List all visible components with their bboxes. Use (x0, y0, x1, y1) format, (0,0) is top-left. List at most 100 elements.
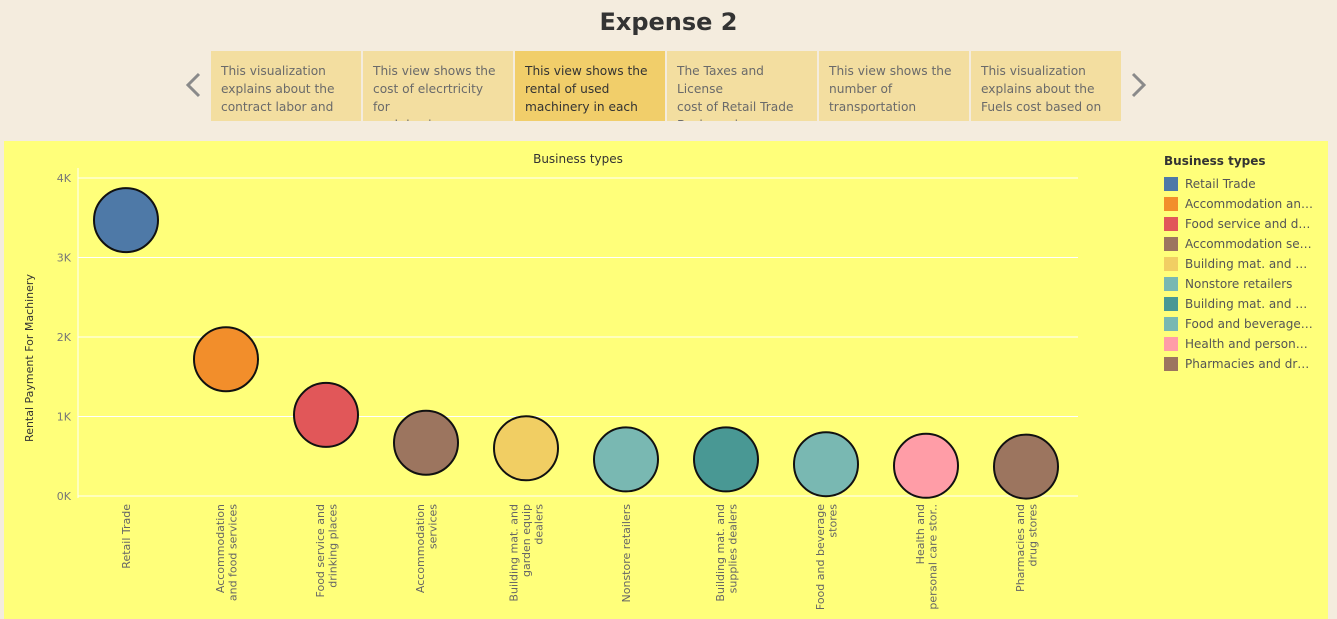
legend-swatch (1164, 297, 1178, 311)
legend-label: Accommodation serv.. (1185, 237, 1313, 251)
story-point-caption-line: This visualization (221, 64, 326, 78)
x-tick-label-line: Building mat. and (508, 504, 521, 602)
legend-swatch (1164, 237, 1178, 251)
story-point-caption-line: This visualization (981, 64, 1086, 78)
y-tick-label: 3K (57, 252, 72, 265)
x-tick-label-line: services (426, 504, 439, 549)
x-tick-label-line: Accommodation (214, 504, 227, 593)
x-tick-label-line: drug stores (1026, 504, 1039, 567)
bubble-mark (793, 431, 859, 498)
x-tick-label: Nonstore retailers (620, 504, 633, 603)
legend-item[interactable]: Accommodation and .. (1164, 194, 1324, 214)
page-title: Expense 2 (599, 8, 738, 36)
x-tick-label-line: Pharmacies and (1014, 504, 1027, 592)
story-point-caption-line: transportation (829, 100, 917, 114)
story-point-5[interactable]: This view shows the number of transportati… (819, 51, 969, 121)
story-point-caption-line: rental of used (525, 82, 610, 96)
story-point-caption-line: number of (829, 82, 893, 96)
bubble-mark (993, 433, 1059, 500)
x-tick-label-line: garden equip (520, 504, 533, 577)
story-point-caption-line: contract labor and (221, 100, 334, 114)
legend-item[interactable]: Retail Trade (1164, 174, 1324, 194)
x-tick-label: Accommodation services (414, 504, 440, 593)
legend-label: Food and beverage s.. (1185, 317, 1313, 331)
chevron-left-icon[interactable] (180, 69, 208, 101)
legend-label: Accommodation and .. (1185, 197, 1313, 211)
story-point-4[interactable]: The Taxes and License cost of Retail Trad… (667, 51, 817, 121)
story-point-2[interactable]: This view shows the cost of elecrtricity … (363, 51, 513, 121)
story-point-3[interactable]: This view shows the rental of used machine… (515, 51, 665, 121)
bubble-mark (193, 326, 259, 393)
story-point-caption-line: This view shows the (373, 64, 496, 78)
legend-label: Food service and dri.. (1185, 217, 1313, 231)
x-tick-label: Building mat. and supplies dealers (714, 504, 740, 602)
y-axis-label: Rental Payment For Machinery (23, 274, 36, 442)
x-tick-label: Retail Trade (120, 504, 133, 569)
legend-item[interactable]: Building mat. and ga.. (1164, 254, 1324, 274)
bubble-mark (393, 409, 459, 476)
story-point-caption-line: machinery in each (525, 100, 638, 114)
x-tick-label: Food and beverage stores (814, 504, 840, 610)
legend-item[interactable]: Building mat. and su.. (1164, 294, 1324, 314)
bubble-mark (93, 187, 159, 254)
legend-swatch (1164, 357, 1178, 371)
x-tick-label: Building mat. and garden equip dealers (508, 504, 546, 602)
x-tick-label: Health and personal care stor.. (914, 504, 940, 610)
legend-label: Nonstore retailers (1185, 277, 1293, 291)
legend-label: Building mat. and ga.. (1185, 257, 1313, 271)
legend-item[interactable]: Pharmacies and drug.. (1164, 354, 1324, 374)
bubble-mark (493, 415, 559, 482)
legend-label: Building mat. and su.. (1185, 297, 1313, 311)
x-tick-label-line: Building mat. and (714, 504, 727, 602)
y-tick-label: 4K (57, 172, 72, 185)
x-tick-label-line: supplies dealers (726, 504, 739, 594)
story-point-caption-line: explains about the (221, 82, 335, 96)
bubble-chart: Business types 0K 1K 2K 3K 4K Rental Payment F… (23, 152, 1078, 610)
chevron-right-icon[interactable] (1124, 69, 1152, 101)
legend-item[interactable]: Accommodation serv.. (1164, 234, 1324, 254)
story-point-1[interactable]: This visualization explains about the cont… (211, 51, 361, 121)
x-tick-label-line: Food and beverage (814, 504, 827, 610)
legend-label: Pharmacies and drug.. (1185, 357, 1313, 371)
chart-dashboard: Business types 0K 1K 2K 3K 4K Rental Payment F… (4, 141, 1328, 619)
story-point-caption-line: each business. (373, 116, 503, 121)
x-tick-label-line: Retail Trade (120, 504, 133, 569)
x-tick-label-line: and food services (226, 504, 239, 601)
y-tick-label: 1K (57, 411, 72, 424)
bubble-mark (893, 432, 959, 499)
legend-swatch (1164, 177, 1178, 191)
legend-label: Retail Trade (1185, 177, 1256, 191)
legend-swatch (1164, 217, 1178, 231)
bubble-mark (693, 426, 759, 493)
legend-item[interactable]: Health and personal .. (1164, 334, 1324, 354)
legend-item[interactable]: Food and beverage s.. (1164, 314, 1324, 334)
legend-swatch (1164, 317, 1178, 331)
x-tick-label: Accommodation and food services (214, 504, 240, 601)
legend-item[interactable]: Food service and dri.. (1164, 214, 1324, 234)
x-tick-label-line: Food service and (314, 504, 327, 597)
legend: Business types Retail Trade Accommodation… (1164, 154, 1324, 374)
legend-swatch (1164, 257, 1178, 271)
y-tick-label: 2K (57, 331, 72, 344)
x-tick-label-line: personal care stor.. (926, 504, 939, 610)
legend-title: Business types (1164, 154, 1266, 168)
x-tick-label-line: Accommodation (414, 504, 427, 593)
legend-item[interactable]: Nonstore retailers (1164, 274, 1324, 294)
chart-title: Business types (533, 152, 623, 166)
story-point-caption-line: This view shows the (525, 64, 648, 78)
story-point-caption-line: Fuels cost based on (981, 100, 1102, 114)
x-tick-label: Pharmacies and drug stores (1014, 504, 1040, 592)
story-point-caption-line: cost of elecrtricity for (373, 82, 484, 114)
story-point-6[interactable]: This visualization explains about the Fuel… (971, 51, 1121, 121)
x-tick-label-line: drinking places (326, 504, 339, 588)
legend-label: Health and personal .. (1185, 337, 1313, 351)
x-tick-label: Food service and drinking places (314, 504, 340, 598)
x-tick-label-line: Health and (914, 504, 927, 564)
story-point-caption-line: cost of Retail Trade (677, 100, 794, 114)
y-tick-label: 0K (57, 490, 72, 503)
legend-swatch (1164, 197, 1178, 211)
x-tick-label-line: dealers (533, 504, 546, 545)
bubble-mark (293, 381, 359, 448)
legend-swatch (1164, 277, 1178, 291)
